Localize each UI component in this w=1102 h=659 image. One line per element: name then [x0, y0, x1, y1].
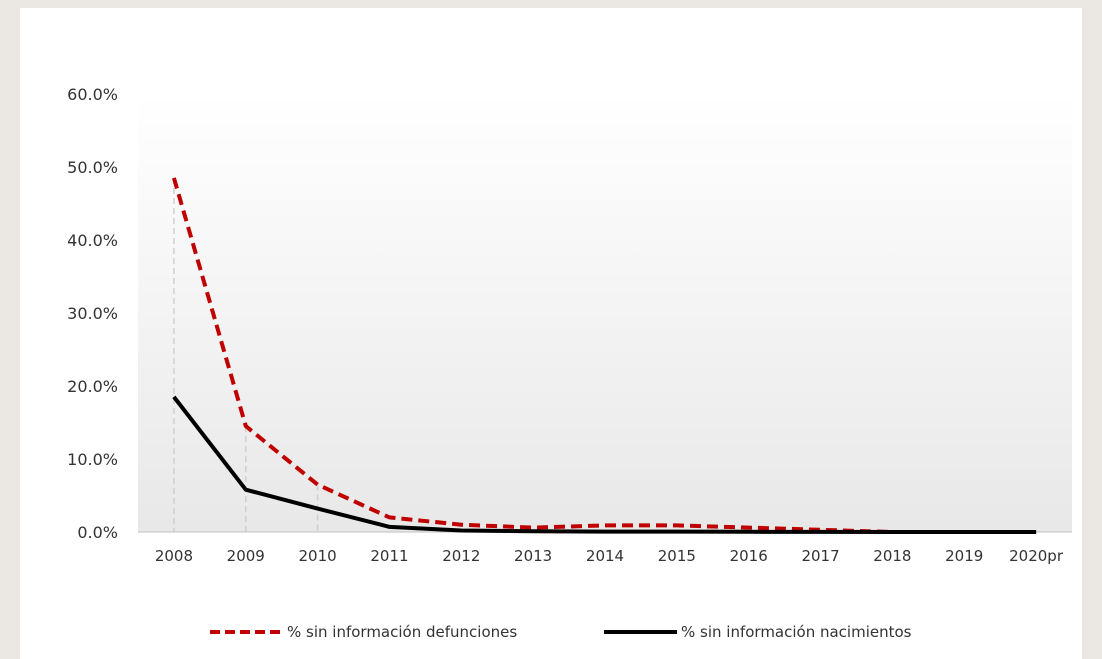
x-tick-label: 2020pr [1009, 547, 1064, 565]
x-tick-label: 2012 [442, 547, 480, 565]
x-tick-label: 2014 [586, 547, 624, 565]
x-tick-label: 2009 [227, 547, 265, 565]
y-tick-label: 20.0% [67, 377, 118, 396]
y-tick-label: 40.0% [67, 231, 118, 250]
x-tick-label: 2019 [945, 547, 983, 565]
y-tick-label: 10.0% [67, 450, 118, 469]
series-line-defunciones [171, 177, 1037, 534]
x-tick-label: 2016 [730, 547, 768, 565]
series-line-nacimientos [172, 395, 1037, 534]
y-tick-label: 30.0% [67, 304, 118, 323]
x-tick-label: 2013 [514, 547, 552, 565]
x-tick-label: 2011 [370, 547, 408, 565]
y-tick-label: 60.0% [67, 85, 118, 104]
legend-label: % sin información defunciones [287, 623, 517, 641]
legend-label: % sin información nacimientos [681, 623, 912, 641]
x-tick-label: 2018 [873, 547, 911, 565]
y-tick-label: 0.0% [77, 523, 118, 542]
x-tick-label: 2010 [299, 547, 337, 565]
y-tick-label: 50.0% [67, 158, 118, 177]
x-tick-label: 2008 [155, 547, 193, 565]
plot-area [138, 94, 1072, 532]
x-tick-label: 2015 [658, 547, 696, 565]
x-tick-label: 2017 [801, 547, 839, 565]
